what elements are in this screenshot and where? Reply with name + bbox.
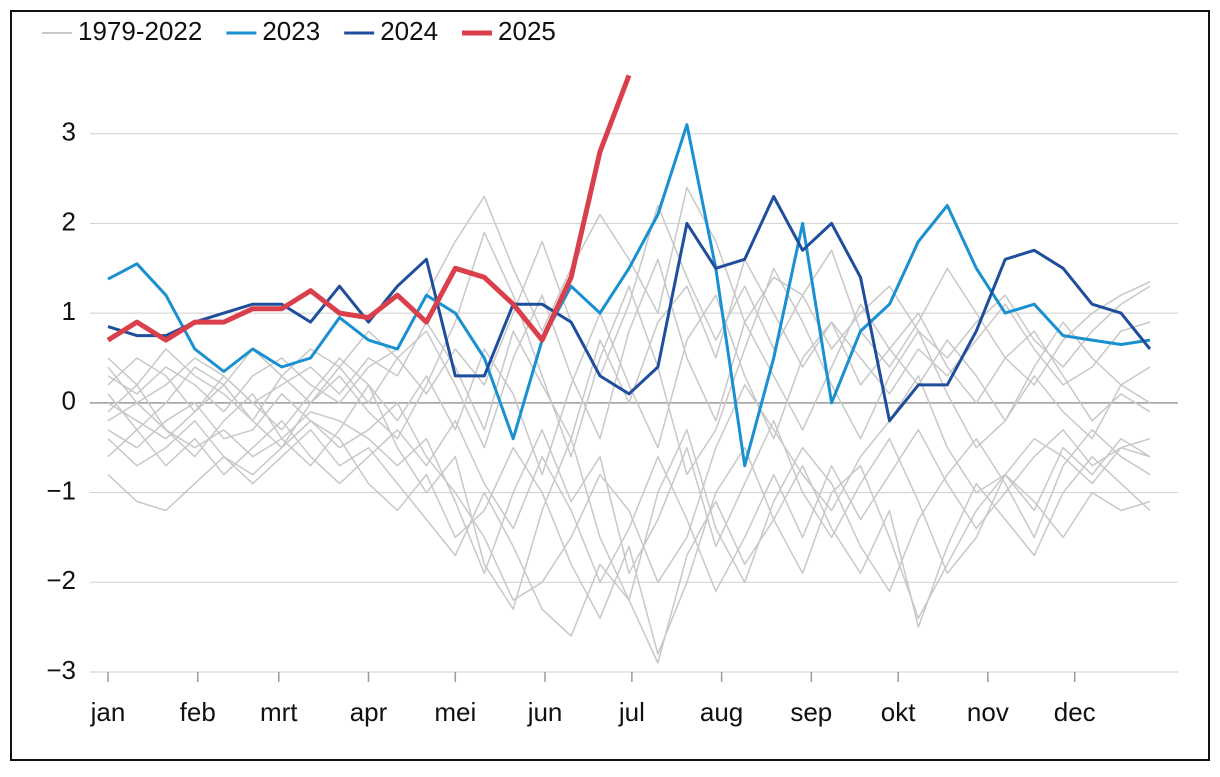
x-tick-label: jan [90,697,126,727]
y-tick-label: −1 [46,475,76,505]
background-line [107,420,1151,655]
y-tick-label: −2 [46,565,76,595]
y-tick-label: 1 [62,296,76,326]
legend-label: 1979-2022 [78,16,202,46]
y-tick-label: 3 [62,117,76,147]
background-line [107,294,1151,476]
legend-label: 2024 [380,16,438,46]
x-tick-label: sep [790,697,832,727]
background-line [107,420,1151,664]
x-tick-label: jul [618,697,645,727]
series-line [107,123,1151,468]
x-tick-label: dec [1054,697,1096,727]
background-line [107,384,1151,610]
background-line [107,231,1151,476]
x-tick-label: aug [700,697,743,727]
x-tick-label: mrt [260,697,298,727]
legend-label: 2025 [498,16,556,46]
x-tick-label: nov [967,697,1009,727]
y-tick-label: −3 [46,655,76,685]
y-tick-label: 0 [62,386,76,416]
background-line [107,375,1151,601]
background-line [107,204,1151,413]
background-line [107,402,1151,575]
x-tick-label: feb [180,697,216,727]
background-line [107,258,1151,440]
series-line [106,74,632,343]
background-line [107,186,1151,413]
background-line [107,420,1151,593]
y-tick-label: 2 [62,206,76,236]
x-tick-label: jun [527,697,563,727]
series-line [107,195,1152,423]
x-tick-label: okt [881,697,916,727]
x-tick-label: apr [350,697,388,727]
frame [10,10,1210,761]
legend-label: 2023 [262,16,320,46]
x-tick-label: mei [434,697,476,727]
